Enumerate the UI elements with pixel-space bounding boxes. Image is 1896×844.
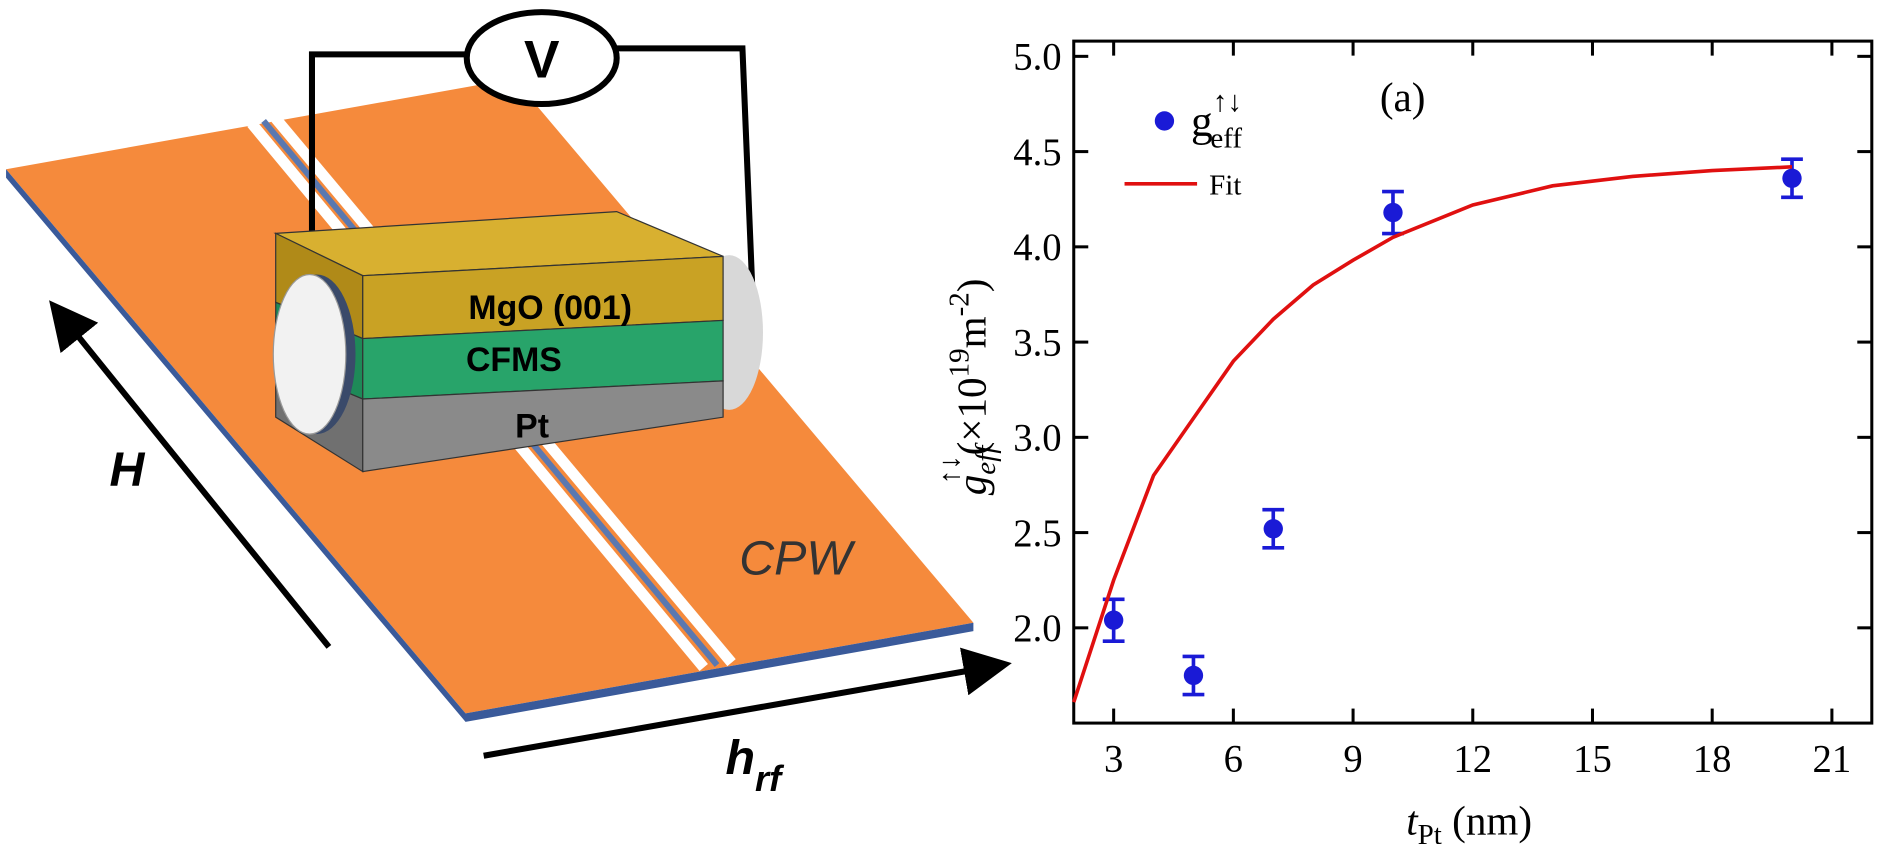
y-label-exp: 19 xyxy=(944,348,976,377)
y-tick-label: 2.0 xyxy=(1013,608,1061,650)
y-label-unit: (×10 xyxy=(948,377,995,455)
contact xyxy=(272,273,347,435)
data-point xyxy=(1183,665,1204,686)
rf-main: h xyxy=(726,731,756,785)
legend-label: Fit xyxy=(1209,170,1241,202)
layer-pt xyxy=(362,380,724,473)
x-tick-label: 9 xyxy=(1343,738,1362,780)
field-label: H xyxy=(110,443,146,497)
field-arrow xyxy=(49,300,332,649)
layer-label: MgO (001) xyxy=(468,289,632,327)
x-tick-label: 15 xyxy=(1573,738,1612,780)
legend-sub: eff xyxy=(1210,123,1242,155)
x-label-unit: (nm) xyxy=(1442,797,1532,844)
legend-name: g xyxy=(1191,97,1213,145)
y-label-unit2: m xyxy=(948,316,994,348)
voltmeter-label: V xyxy=(524,30,560,89)
x-axis-label: tPt (nm) xyxy=(1406,797,1532,844)
voltmeter xyxy=(463,9,620,108)
legend-sup: ↑↓ xyxy=(1213,86,1242,118)
y-tick-label: 4.0 xyxy=(1013,227,1061,269)
y-tick-label: 4.5 xyxy=(1013,132,1061,174)
annotation: (a) xyxy=(1380,74,1426,121)
chart: (a) tPt (nm) geff↑↓(×1019m-2) 2.02.53.03… xyxy=(934,37,1874,844)
rf-sub: rf xyxy=(755,758,785,799)
x-label-main: t xyxy=(1406,797,1419,843)
x-label-sub: Pt xyxy=(1418,819,1442,844)
layer-label: CFMS xyxy=(466,341,562,379)
y-label-main: g xyxy=(948,475,994,496)
device-diagram: V MgO (001) CFMS Pt H hrf CPW xyxy=(6,9,1012,799)
x-tick-label: 6 xyxy=(1224,738,1243,780)
y-label-close: ) xyxy=(948,279,995,293)
wire xyxy=(308,51,470,279)
y-tick-label: 5.0 xyxy=(1013,37,1061,79)
data-point xyxy=(1383,202,1403,223)
data-point xyxy=(1782,168,1802,188)
y-tick-label: 3.5 xyxy=(1013,322,1061,364)
legend-marker xyxy=(1154,111,1175,131)
legend-label: g↑↓ eff xyxy=(1191,86,1242,154)
y-label-sub: eff xyxy=(970,442,1002,475)
data-point xyxy=(1103,610,1124,630)
y-axis-label: geff↑↓(×1019m-2) xyxy=(934,279,1002,496)
x-tick-label: 3 xyxy=(1104,738,1123,780)
y-label-exp2: -2 xyxy=(944,292,976,316)
y-tick-label: 3.0 xyxy=(1013,418,1061,460)
fit-line xyxy=(1072,165,1793,703)
x-tick-label: 18 xyxy=(1693,738,1732,780)
y-tick-label: 2.5 xyxy=(1013,513,1061,555)
x-tick-label: 12 xyxy=(1453,738,1492,780)
rf-arrow xyxy=(483,647,1012,759)
wire xyxy=(614,45,756,285)
layer-label: Pt xyxy=(515,408,549,446)
y-label-sup: ↑↓ xyxy=(934,455,966,484)
data-point xyxy=(1263,519,1283,539)
x-tick-label: 21 xyxy=(1813,738,1852,780)
cpw-label: CPW xyxy=(739,531,856,585)
legend-name: Fit xyxy=(1209,170,1241,202)
rf-label: hrf xyxy=(726,731,786,799)
